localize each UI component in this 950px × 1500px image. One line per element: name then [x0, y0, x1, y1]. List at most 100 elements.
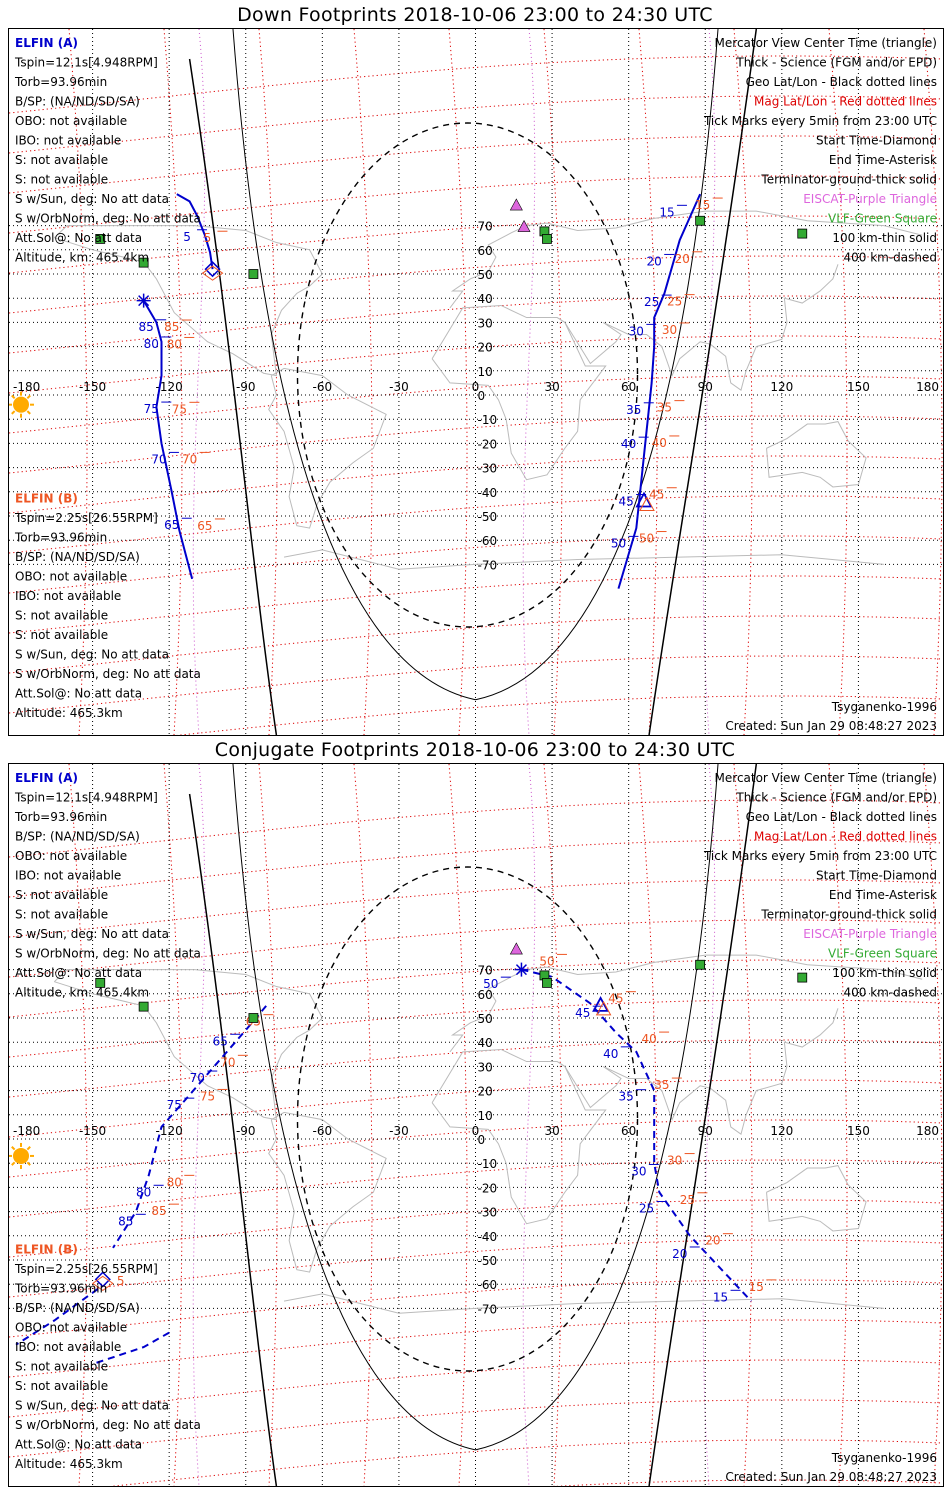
- mag-lat-line: [9, 1239, 943, 1298]
- sun-ray: [26, 1161, 31, 1166]
- legend-entry: 100 km-thin solid: [832, 231, 937, 245]
- sun-ray: [26, 410, 31, 415]
- center-triangle-icon: [635, 491, 653, 508]
- legend-entry: Thick - Science (FGM and/or EPD): [735, 56, 937, 70]
- lat-tick-label: 60: [478, 244, 493, 258]
- lon-tick-label: -60: [313, 1124, 333, 1138]
- mag-lat-line: [9, 175, 943, 234]
- elfin-b-time-label: 80: [167, 337, 182, 351]
- lat-tick-label: -60: [478, 1278, 498, 1292]
- mag-lat-line: [176, 695, 943, 735]
- mag-lon-line: [163, 764, 183, 1486]
- geo-grid: [9, 29, 943, 735]
- elfin-b-info-line: Altitude: 465.3km: [15, 706, 123, 720]
- lon-tick-label: 180: [916, 380, 939, 394]
- elfin-b-time-label: 30: [662, 323, 677, 337]
- mag-lon-line: [923, 764, 943, 1486]
- lon-tick-label: 0: [472, 380, 480, 394]
- elfin-a-time-label: 65: [213, 1034, 228, 1048]
- eiscat-meridians: [192, 764, 716, 1486]
- mag-lat-line: [9, 1159, 943, 1218]
- lon-tick-label: -60: [313, 380, 333, 394]
- lat-tick-label: 60: [478, 988, 493, 1002]
- geo-grid: [9, 764, 943, 1486]
- green-square-icon: [797, 972, 808, 983]
- lat-tick-label: -30: [478, 462, 498, 476]
- lat-tick-label: -20: [478, 1181, 498, 1195]
- green-square-icon: [695, 959, 706, 970]
- coastline: [766, 1165, 867, 1232]
- mag-lon-line: [543, 764, 563, 1486]
- lon-tick-label: 150: [847, 380, 870, 394]
- lat-tick-label: 30: [478, 316, 493, 330]
- elfin-a-track-east: [521, 968, 752, 1302]
- mag-lon-line: [163, 29, 183, 735]
- magnetic-grid: [9, 29, 943, 735]
- elfin-b-info-line: S w/Sun, deg: No att data: [15, 1399, 169, 1413]
- sun-ray: [26, 394, 31, 400]
- elfin-b-info-line: Torb=93.96min: [14, 1282, 107, 1296]
- legend-entry: EISCAT-Purple Triangle: [803, 192, 937, 206]
- legend-entry: VLF-Green Square: [828, 212, 937, 226]
- lon-tick-label: 90: [698, 380, 713, 394]
- elfin-a-time-label: 85: [139, 320, 154, 334]
- elfin-b-name: ELFIN (B): [15, 492, 78, 506]
- elfin-a-time-label: 20: [647, 254, 662, 268]
- terminator-ground-west: [188, 793, 278, 1486]
- coastline: [268, 367, 387, 529]
- elfin-a-info-line: B/SP: (NA/ND/SD/SA): [15, 95, 140, 109]
- sun-icon: [9, 391, 34, 418]
- elfin-b-time-label: 80: [167, 1175, 182, 1189]
- elfin-b-time-label: 25: [667, 295, 682, 309]
- mag-lat-line: [9, 999, 943, 1058]
- elfin-a-time-label: 40: [603, 1047, 618, 1061]
- terminator-400km: [296, 122, 639, 628]
- elfin-a-track-tail: [15, 1288, 99, 1346]
- sun-disk: [13, 396, 29, 413]
- coastline: [564, 1008, 839, 1135]
- elfin-a-info-line: S w/Sun, deg: No att data: [15, 927, 169, 941]
- eiscat-meridians: [192, 29, 716, 735]
- elfin-b-info-line: S w/OrbNorm, deg: No att data: [15, 1418, 201, 1432]
- elfin-a-info-line: Altitude, km: 465.4km: [15, 986, 149, 1000]
- legend-entry: Mag Lat/Lon - Red dotted lines: [754, 830, 937, 844]
- elfin-b-time-label: 50: [639, 532, 654, 546]
- elfin-a-name: ELFIN (A): [15, 36, 78, 50]
- elfin-b-info-line: B/SP: (NA/ND/SD/SA): [15, 1301, 140, 1315]
- mag-lat-line: [9, 615, 943, 674]
- green-square-icon: [95, 978, 106, 988]
- end-asterisk-icon: [136, 293, 151, 308]
- elfin-a-time-label: 85: [118, 1214, 133, 1228]
- mag-lon-line: [258, 29, 278, 735]
- lat-tick-label: -30: [478, 1206, 498, 1220]
- down-footprints-map: -180 -150 -120 -90 -60 -30 0 30 60 90 120 150 180 70 6…: [8, 28, 944, 736]
- legend-entry: Tick Marks every 5min from 23:00 UTC: [703, 849, 937, 863]
- elfin-a-time-label: 15: [713, 1290, 728, 1304]
- mag-lat-line: [9, 799, 943, 858]
- purple-triangle-icon: [517, 219, 531, 232]
- lon-tick-label: 0: [472, 1124, 480, 1138]
- elfin-b-info-line: Tspin=2.25s[26.55RPM]: [14, 1262, 158, 1276]
- lon-tick-label: -30: [389, 380, 409, 394]
- terminator-ground-west: [188, 58, 278, 735]
- elfin-a-info-line: Att.Sol@: No att data: [15, 231, 142, 245]
- elfin-b-time-label: 25: [680, 1193, 695, 1207]
- elfin-a-time-label: 30: [631, 1164, 646, 1178]
- coastline: [431, 1048, 607, 1225]
- elfin-a-time-label: 40: [621, 437, 636, 451]
- start-diamond-b-icon: [91, 1275, 114, 1291]
- legend-entry: Start Time-Diamond: [816, 134, 937, 148]
- elfin-b-info-line: Altitude: 465.3km: [15, 1457, 123, 1471]
- elfin-b-time-label: 40: [652, 436, 667, 450]
- elfin-a-time-label: 75: [167, 1098, 182, 1112]
- elfin-b-time-label: 45: [608, 992, 623, 1006]
- elfin-b-info-line: S w/Sun, deg: No att data: [15, 648, 169, 662]
- lon-tick-label: 150: [847, 1124, 870, 1138]
- elfin-a-time-label: 65: [164, 518, 179, 532]
- lon-tick-label: -180: [13, 380, 40, 394]
- elfin-a-info-line: OBO: not available: [15, 849, 127, 863]
- legend-entry: Mercator View Center Time (triangle): [715, 36, 937, 50]
- map-svg: -180 -150 -120 -90 -60 -30 0 30 60 90 120 150 180706…: [9, 764, 943, 1486]
- terminator-100km: [232, 29, 719, 701]
- green-square-icon: [248, 1013, 259, 1023]
